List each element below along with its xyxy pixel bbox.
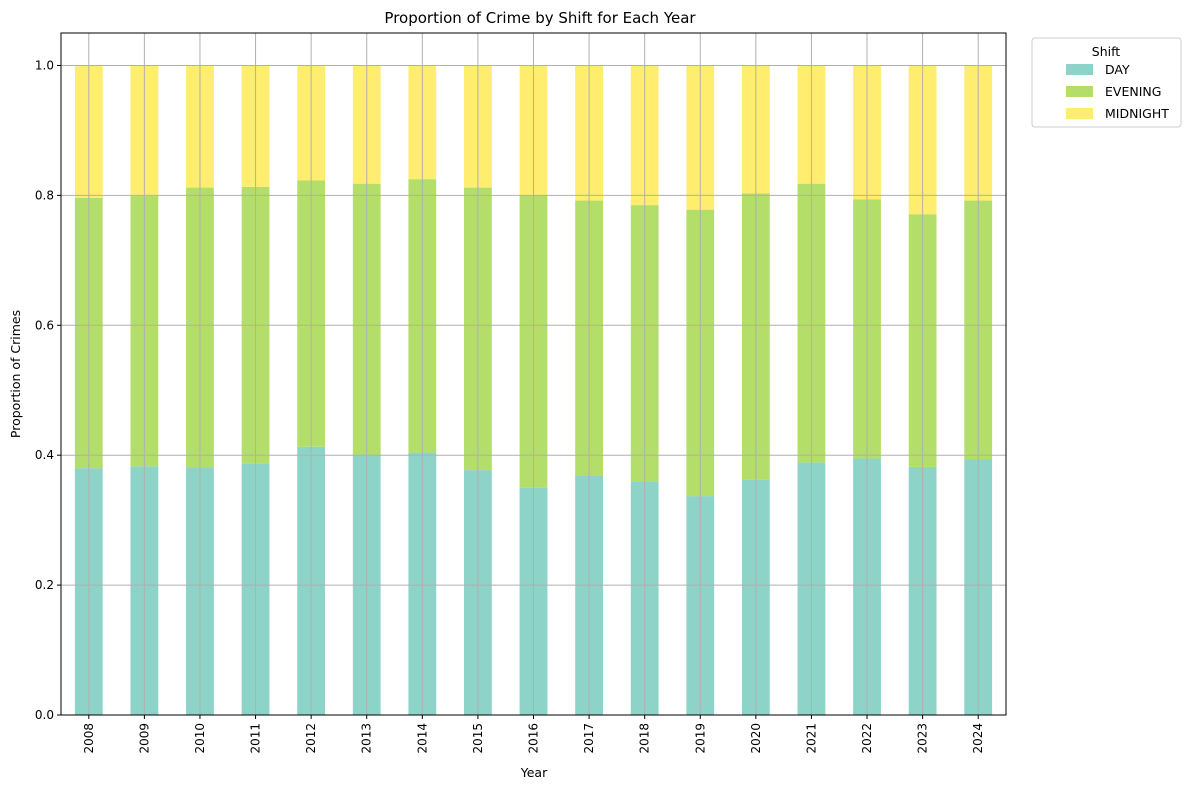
y-tick-label: 0.0 [35,708,54,722]
x-tick-label-2020: 2020 [749,723,763,754]
y-axis-label: Proportion of Crimes [8,310,23,438]
x-tick-label-2013: 2013 [360,723,374,754]
x-axis-label: Year [520,765,548,780]
x-tick-label-2011: 2011 [249,723,263,754]
legend-swatch-evening [1066,86,1093,97]
x-tick-label-2018: 2018 [638,723,652,754]
x-tick-label-2010: 2010 [193,723,207,754]
y-tick-label: 0.8 [35,188,54,202]
x-tick-label-2016: 2016 [527,723,541,754]
chart-title: Proportion of Crime by Shift for Each Ye… [384,9,696,27]
x-tick-label-2009: 2009 [137,723,151,754]
legend-label-evening: EVENING [1105,84,1161,99]
y-tick-label: 0.4 [35,448,54,462]
x-tick-label-2022: 2022 [860,723,874,754]
legend-frame [1031,37,1182,128]
y-tick-label: 0.6 [35,318,54,332]
x-tick-label-2017: 2017 [582,723,596,754]
x-tick-label-2008: 2008 [82,723,96,754]
legend-swatch-midnight [1066,108,1093,119]
legend-label-day: DAY [1105,62,1130,77]
x-tick-label-2019: 2019 [693,723,707,754]
legend: Shift DAY EVENING MIDNIGHT [1031,37,1182,128]
legend-label-midnight: MIDNIGHT [1105,106,1169,121]
legend-swatch-day [1066,64,1093,75]
x-tick-label-2021: 2021 [804,723,818,754]
x-tick-label-2023: 2023 [916,723,930,754]
x-tick-label-2014: 2014 [415,723,429,754]
y-tick-label: 1.0 [35,58,54,72]
x-tick-label-2012: 2012 [304,723,318,754]
x-tick-label-2024: 2024 [971,723,985,754]
y-tick-label: 0.2 [35,578,54,592]
x-tick-label-2015: 2015 [471,723,485,754]
legend-title: Shift [1092,44,1121,59]
